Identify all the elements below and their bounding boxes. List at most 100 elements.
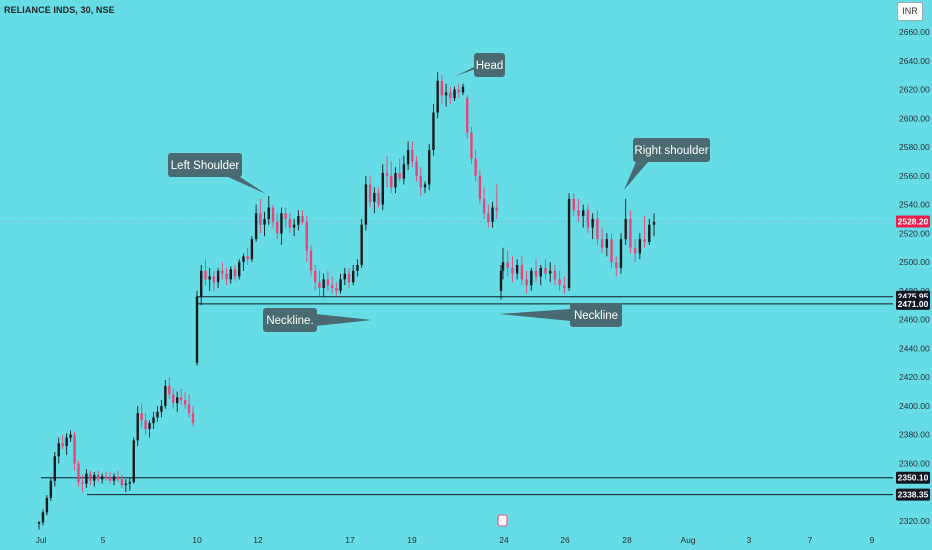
- candle-body: [525, 279, 528, 286]
- candle-body: [335, 288, 338, 291]
- candle-body: [406, 149, 410, 165]
- candle-body: [292, 224, 296, 228]
- candle-body: [204, 270, 207, 280]
- x-tick-label: 17: [345, 535, 355, 545]
- candle-body: [69, 434, 72, 438]
- level-price-badge-label: 2475.95: [898, 292, 929, 302]
- candle-body: [539, 267, 542, 277]
- candle-body: [638, 239, 642, 254]
- candle-body: [301, 216, 304, 222]
- candle-body: [263, 218, 266, 225]
- y-tick-label: 2540.00: [899, 200, 930, 210]
- candle-body: [297, 216, 300, 225]
- x-tick-label: Aug: [680, 535, 695, 545]
- candle-body: [506, 262, 509, 268]
- candle-body: [478, 175, 482, 199]
- candle-body: [128, 482, 132, 484]
- candle-body: [461, 86, 465, 93]
- candle-body: [352, 270, 355, 283]
- candle-body: [246, 256, 249, 260]
- callout-label: Head: [476, 60, 504, 72]
- callout-label: Left Shoulder: [171, 160, 240, 172]
- candle-body: [596, 218, 599, 240]
- candle-body: [208, 276, 211, 280]
- candle-body: [511, 267, 514, 274]
- candle-body: [195, 296, 199, 363]
- candle-body: [280, 213, 283, 234]
- symbol-title: RELIANCE INDS, 30, NSE: [4, 5, 115, 15]
- callout-box: [474, 53, 505, 77]
- candle-body: [515, 264, 519, 274]
- candle-body: [85, 473, 88, 484]
- candle-body: [225, 273, 228, 280]
- candle-body: [474, 158, 477, 176]
- candle-body: [116, 476, 120, 480]
- candle-body: [112, 476, 116, 481]
- y-axis: 2320.002340.002360.002380.002400.002420.…: [896, 27, 930, 526]
- candle-body: [563, 285, 566, 289]
- candle-body: [534, 270, 538, 277]
- candle-body: [577, 210, 580, 217]
- candle-body: [100, 476, 104, 480]
- annotations: Head Left Shoulder Right shoulder Neckline.…: [168, 53, 710, 332]
- candle-body: [305, 221, 308, 251]
- candle-body: [419, 175, 422, 188]
- candle-body: [77, 463, 80, 483]
- last-price-badge-label: 2528.20: [898, 217, 929, 227]
- candle-body: [356, 264, 359, 271]
- candle-body: [314, 270, 317, 283]
- candle-body: [544, 267, 547, 274]
- candle-body: [233, 269, 237, 277]
- candle-body: [152, 417, 155, 424]
- candle-body: [440, 80, 444, 96]
- candle-body: [339, 279, 342, 291]
- candle-body: [394, 172, 397, 188]
- candle-body: [491, 207, 494, 222]
- callout-pointer: [624, 162, 648, 190]
- candle-body: [428, 149, 431, 185]
- candle-body: [586, 210, 590, 228]
- candle-body: [373, 193, 376, 202]
- candle-body: [168, 385, 171, 395]
- candle-body: [242, 256, 245, 263]
- candle-body: [610, 239, 613, 263]
- candle-body: [567, 198, 571, 289]
- candle-body: [402, 164, 406, 179]
- y-tick-label: 2500.00: [899, 257, 930, 267]
- candle-body: [624, 218, 627, 240]
- callout-pointer: [228, 177, 266, 194]
- x-tick-label: 28: [622, 535, 632, 545]
- candle-body: [259, 213, 262, 225]
- candle-body: [364, 184, 368, 225]
- x-tick-label: 7: [808, 535, 813, 545]
- candle-body: [89, 473, 92, 481]
- candle-body: [360, 224, 363, 265]
- level-price-badge-label: 2338.35: [898, 490, 929, 500]
- candle-body: [530, 270, 533, 286]
- y-tick-label: 2420.00: [899, 372, 930, 382]
- y-tick-label: 2320.00: [899, 516, 930, 526]
- candle-body: [288, 218, 292, 228]
- candle-body: [179, 397, 183, 401]
- candle-body: [176, 397, 179, 404]
- candle-body: [501, 262, 505, 271]
- candle-body: [453, 89, 456, 99]
- candle-body: [633, 247, 637, 254]
- candle-body: [120, 479, 124, 486]
- last-price-badge: [896, 215, 930, 228]
- callout-label: Neckline.: [266, 315, 313, 327]
- candle-body: [553, 270, 557, 280]
- level-lines: [41, 296, 893, 496]
- callout-pointer: [499, 309, 571, 321]
- candle-body: [347, 273, 351, 283]
- candle-body: [423, 184, 427, 188]
- y-tick-label: 2560.00: [899, 171, 930, 181]
- candle-body: [343, 273, 346, 280]
- y-tick-label: 2380.00: [899, 430, 930, 440]
- candle-body: [368, 184, 372, 202]
- candle-body: [250, 239, 254, 260]
- currency-button[interactable]: INR: [897, 2, 923, 21]
- candle-body: [615, 262, 618, 268]
- candle-body: [558, 279, 561, 286]
